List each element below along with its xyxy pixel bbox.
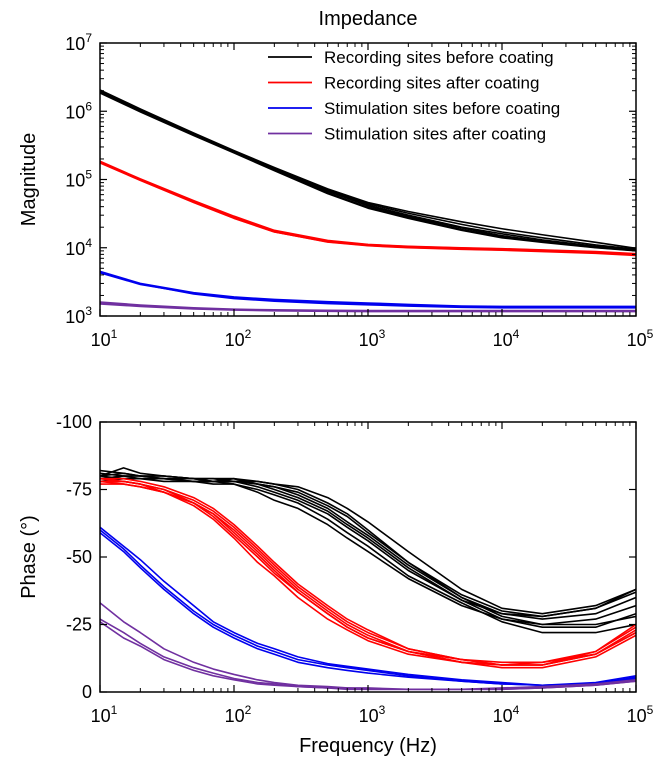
series-1 (100, 89, 636, 252)
y-tick-label-base: 10 (65, 34, 85, 54)
series-2 (100, 160, 636, 257)
series-2-curve-4 (100, 480, 636, 664)
x-tick-label-exponent: 2 (245, 703, 252, 717)
y-tick-label: -100 (56, 412, 92, 432)
y-tick-label-exponent: 4 (85, 236, 92, 250)
legend-label-2: Recording sites after coating (324, 74, 539, 93)
series-4-curve-1 (100, 602, 636, 691)
x-tick-label-exponent: 3 (379, 703, 386, 717)
y-tick-label: -50 (66, 547, 92, 567)
series-3 (100, 526, 636, 687)
series-2-curve-5 (100, 161, 636, 255)
series-2-curve-6 (100, 480, 636, 669)
y-tick-label-exponent: 7 (85, 31, 92, 45)
x-tick-label: 103 (359, 327, 386, 350)
series-3-curve-1 (100, 270, 636, 308)
y-tick-label: 107 (65, 31, 92, 54)
series-3 (100, 270, 636, 309)
x-tick-label-base: 10 (359, 706, 379, 726)
x-tick-label-exponent: 2 (245, 327, 252, 341)
x-tick-label-base: 10 (493, 330, 513, 350)
legend-label-1: Recording sites before coating (324, 48, 554, 67)
series-1-curve-6 (100, 91, 636, 252)
series-lines (100, 467, 636, 691)
x-tick-label: 105 (627, 327, 654, 350)
magnitude-panel: 101 102 103 104 105103104105106107ImpedanceM… (18, 8, 654, 350)
x-tick-label: 105 (627, 703, 654, 726)
x-tick-label-base: 10 (225, 330, 245, 350)
series-2-curve-5 (100, 477, 636, 666)
series-2 (100, 477, 636, 669)
series-4 (100, 602, 636, 691)
series-lines (100, 89, 636, 313)
x-tick-label-exponent: 5 (647, 703, 654, 717)
y-tick-label: 0 (82, 682, 92, 702)
y-axis-label: Magnitude (18, 133, 40, 226)
y-tick-label-base: 10 (65, 171, 85, 191)
series-1 (100, 467, 636, 634)
y-tick-label-base: 10 (65, 239, 85, 259)
legend: Recording sites before coating Recording … (268, 48, 560, 144)
y-axis-label: Phase (°) (18, 515, 40, 599)
x-tick-label-base: 10 (627, 706, 647, 726)
x-tick-label: 102 (225, 703, 252, 726)
x-tick-label-exponent: 1 (111, 703, 118, 717)
x-tick-label-exponent: 3 (379, 327, 386, 341)
series-1-curve-7 (100, 475, 636, 634)
x-tick-label: 104 (493, 327, 520, 350)
series-1-curve-4 (100, 89, 636, 250)
y-tick-label-exponent: 3 (85, 304, 92, 318)
x-tick-label-base: 10 (493, 706, 513, 726)
x-tick-label-exponent: 1 (111, 327, 118, 341)
x-tick-label-base: 10 (359, 330, 379, 350)
x-tick-label-exponent: 4 (513, 703, 520, 717)
x-tick-label-base: 10 (627, 330, 647, 350)
x-tick-label-base: 10 (91, 330, 111, 350)
y-tick-label: -25 (66, 615, 92, 635)
legend-label-4: Stimulation sites after coating (324, 125, 546, 144)
axes-box (99, 421, 637, 693)
series-1-curve-8 (100, 472, 636, 628)
x-tick-label: 101 (91, 703, 118, 726)
series-2-curve-6 (100, 162, 636, 257)
x-tick-label: 103 (359, 703, 386, 726)
x-tick-label-exponent: 5 (647, 327, 654, 341)
x-ticks: 101 102 103 104 105 (91, 422, 654, 726)
y-ticks: 0 -25 -50 -75 -100 (56, 412, 636, 702)
y-tick-label: 103 (65, 304, 92, 327)
legend-label-3: Stimulation sites before coating (324, 99, 560, 118)
chart-title: Impedance (319, 8, 418, 30)
x-axis-label: Frequency (Hz) (299, 735, 437, 757)
y-tick-label: -75 (66, 480, 92, 500)
x-tick-label-base: 10 (91, 706, 111, 726)
x-tick-label: 104 (493, 703, 520, 726)
series-3-curve-1 (100, 526, 636, 687)
x-tick-label: 101 (91, 327, 118, 350)
y-tick-label: 105 (65, 168, 92, 191)
y-tick-label-exponent: 6 (85, 99, 92, 113)
y-tick-label-exponent: 5 (85, 168, 92, 182)
series-3-curve-3 (100, 271, 636, 309)
x-ticks: 101 102 103 104 105 (91, 43, 654, 350)
y-tick-label-base: 10 (65, 102, 85, 122)
series-3-curve-3 (100, 532, 636, 687)
y-tick-label-base: 10 (65, 307, 85, 327)
x-tick-label-exponent: 4 (513, 327, 520, 341)
x-tick-label-base: 10 (225, 706, 245, 726)
series-2-curve-2 (100, 477, 636, 666)
y-tick-label: 104 (65, 236, 92, 259)
y-tick-label: 106 (65, 99, 92, 122)
x-tick-label: 102 (225, 327, 252, 350)
